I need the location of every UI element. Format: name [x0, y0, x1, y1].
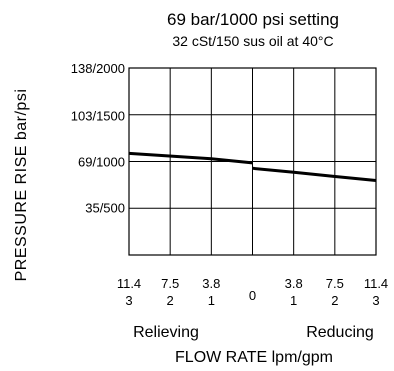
y-axis-label: PRESSURE RISE bar/psi	[13, 89, 30, 282]
plot-grid	[128, 67, 377, 256]
x-tick-label-gpm: 1	[290, 293, 297, 308]
x-tick-label-lpm: 3.8	[202, 276, 220, 291]
region-label-relieving: Relieving	[133, 324, 199, 341]
y-tick-labels: 35/500 69/1000 103/1500 138/2000	[71, 61, 125, 216]
chart-title: 69 bar/1000 psi setting	[167, 10, 339, 29]
x-tick-labels: 11.4 3 7.5 2 3.8 1 0 3.8 1 7.5 2 11.4 3	[117, 276, 388, 308]
x-tick-label-gpm: 3	[372, 293, 379, 308]
x-tick-label-lpm: 3.8	[285, 276, 303, 291]
series-line	[128, 151, 253, 165]
y-tick-label: 103/1500	[71, 108, 125, 123]
x-tick-label-gpm: 2	[167, 293, 174, 308]
region-label-reducing: Reducing	[306, 324, 374, 341]
series-line	[252, 166, 377, 182]
y-tick-label: 69/1000	[78, 155, 125, 170]
x-tick-label-gpm: 1	[208, 293, 215, 308]
x-tick-label-lpm: 11.4	[117, 276, 141, 291]
x-tick-label-gpm: 3	[125, 293, 132, 308]
x-tick-label-lpm: 11.4	[364, 276, 388, 291]
x-tick-label-lpm: 7.5	[161, 276, 179, 291]
x-tick-label-lpm: 7.5	[326, 276, 344, 291]
series-lines	[128, 151, 377, 182]
y-tick-label: 35/500	[85, 201, 125, 216]
y-tick-label: 138/2000	[71, 61, 125, 76]
x-tick-label-zero: 0	[249, 288, 256, 303]
x-tick-label-gpm: 2	[331, 293, 338, 308]
x-axis-label: FLOW RATE lpm/gpm	[175, 349, 333, 366]
chart-subtitle: 32 cSt/150 sus oil at 40°C	[172, 33, 333, 49]
